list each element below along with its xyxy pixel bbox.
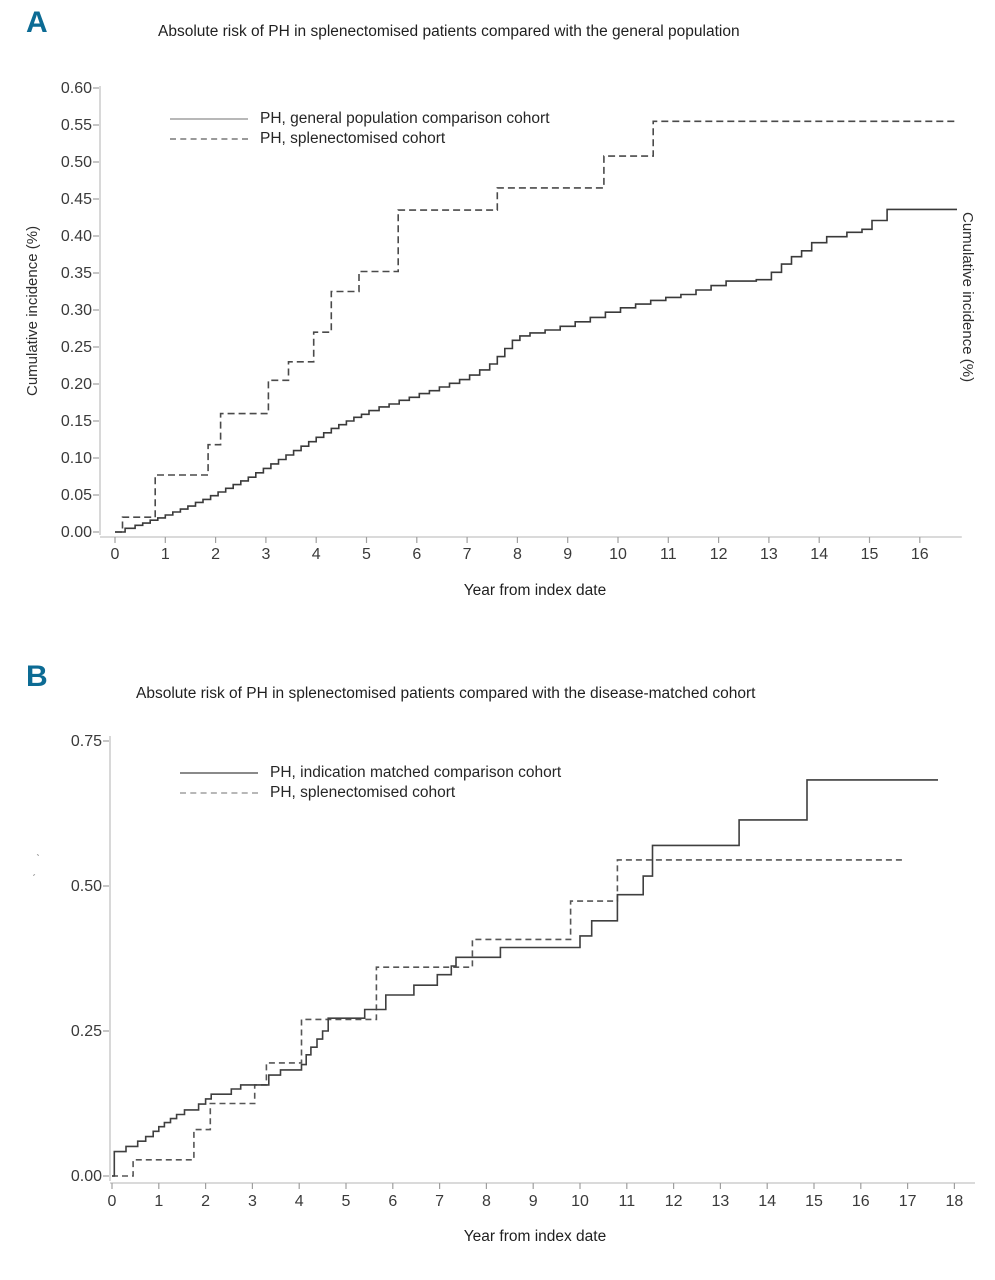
x-tick-label: 0 [108, 1193, 117, 1210]
solid-step-curve [115, 208, 957, 533]
x-tick-label: 9 [563, 546, 572, 563]
x-tick-label: 12 [665, 1193, 683, 1210]
y-tick-label: 0.50 [61, 154, 92, 171]
legend-label: PH, indication matched comparison cohort [270, 764, 562, 781]
x-tick-label: 0 [111, 546, 120, 563]
stray-mark: ˊ [32, 872, 36, 886]
panel-a-legend: PH, general population comparison cohort… [170, 110, 550, 148]
x-tick-label: 7 [463, 546, 472, 563]
panel-b-title: Absolute risk of PH in splenectomised pa… [136, 685, 756, 702]
x-tick-label: 13 [760, 546, 778, 563]
x-tick-label: 4 [312, 546, 321, 563]
y-tick-label: 0.00 [61, 524, 92, 541]
legend-line-solid [180, 772, 258, 774]
x-tick-label: 15 [861, 546, 879, 563]
x-tick-label: 1 [154, 1193, 163, 1210]
panel-b-legend: PH, indication matched comparison cohort… [180, 764, 561, 802]
x-tick-label: 14 [758, 1193, 776, 1210]
panel-a-ylabel-left: Cumulative incidence (%) [24, 225, 41, 396]
x-tick-label: 8 [513, 546, 522, 563]
solid-step-curve [112, 779, 938, 1177]
x-tick-label: 1 [161, 546, 170, 563]
panel-a-plot: 0 1 2 3 4 5 6 7 8 9 10 11 12 13 14 15 160.000.050.100.15… [61, 80, 962, 563]
x-tick-label: 11 [660, 546, 677, 563]
y-tick-label: 0.15 [61, 413, 92, 430]
x-tick-label: 13 [712, 1193, 730, 1210]
x-tick-label: 16 [852, 1193, 870, 1210]
y-tick-label: 0.60 [61, 80, 92, 97]
y-tick-label: 0.30 [61, 302, 92, 319]
y-tick-label: 0.10 [61, 450, 92, 467]
panel-a-letter: A [26, 6, 48, 39]
x-tick-label: 16 [911, 546, 929, 563]
panel-b-xlabel: Year from index date [463, 1228, 607, 1245]
x-tick-label: 18 [946, 1193, 964, 1210]
x-tick-label: 6 [388, 1193, 397, 1210]
y-tick-label: 0.35 [61, 265, 92, 282]
x-tick-label: 5 [362, 546, 371, 563]
legend-label: PH, splenectomised cohort [260, 130, 446, 147]
x-tick-label: 4 [295, 1193, 304, 1210]
y-tick-label: 0.40 [61, 228, 92, 245]
panel-a-xlabel: Year from index date [463, 582, 607, 599]
x-tick-label: 12 [710, 546, 728, 563]
x-tick-label: 9 [529, 1193, 538, 1210]
legend-line-dashed [170, 138, 248, 140]
x-tick-label: 2 [211, 546, 220, 563]
x-tick-label: 15 [805, 1193, 823, 1210]
x-tick-label: 10 [571, 1193, 589, 1210]
x-tick-label: 8 [482, 1193, 491, 1210]
dashed-step-curve [112, 859, 903, 1177]
x-tick-label: 11 [618, 1193, 635, 1210]
y-tick-label: 0.75 [71, 733, 102, 750]
x-tick-label: 17 [899, 1193, 917, 1210]
x-tick-label: 6 [412, 546, 421, 563]
legend-row: PH, splenectomised cohort [170, 130, 550, 148]
panel-b-letter: B [26, 660, 48, 693]
y-tick-label: 0.45 [61, 191, 92, 208]
y-tick-label: 0.25 [61, 339, 92, 356]
x-tick-label: 14 [810, 546, 828, 563]
x-tick-label: 5 [342, 1193, 351, 1210]
legend-row: PH, general population comparison cohort [170, 110, 550, 128]
panel-b-plot: 0 1 2 3 4 5 6 7 8 9 10 11 12 13 14 15 16 17 180.000.250.50… [71, 733, 975, 1210]
x-tick-label: 3 [248, 1193, 257, 1210]
y-tick-label: 0.55 [61, 117, 92, 134]
legend-line-solid [170, 118, 248, 120]
legend-label: PH, general population comparison cohort [260, 110, 550, 127]
x-tick-label: 3 [261, 546, 270, 563]
y-tick-label: 0.00 [71, 1168, 102, 1185]
legend-row: PH, splenectomised cohort [180, 784, 561, 802]
x-tick-label: 10 [609, 546, 627, 563]
dashed-step-curve [115, 120, 955, 533]
legend-row: PH, indication matched comparison cohort [180, 764, 561, 782]
legend-line-dashed [180, 792, 258, 794]
stray-mark: ˋ [36, 852, 40, 866]
x-tick-label: 7 [435, 1193, 444, 1210]
y-tick-label: 0.05 [61, 487, 92, 504]
legend-label: PH, splenectomised cohort [270, 784, 456, 801]
y-tick-label: 0.50 [71, 878, 102, 895]
y-tick-label: 0.25 [71, 1023, 102, 1040]
y-tick-label: 0.20 [61, 376, 92, 393]
x-tick-label: 2 [201, 1193, 210, 1210]
panel-a-title: Absolute risk of PH in splenectomised pa… [158, 23, 740, 40]
